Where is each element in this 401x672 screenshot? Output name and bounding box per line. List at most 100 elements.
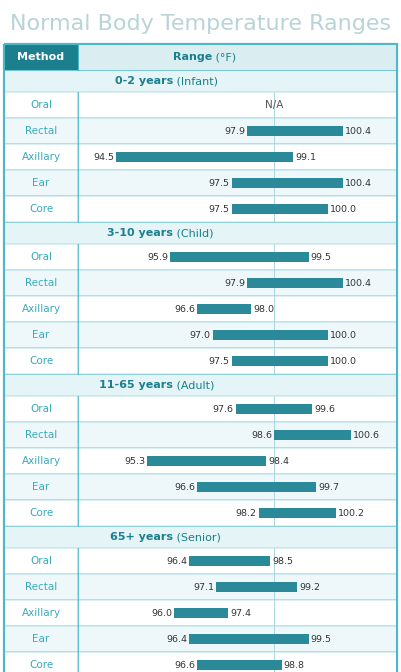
Text: 95.9: 95.9 bbox=[147, 253, 168, 261]
Text: 0-2 years: 0-2 years bbox=[115, 76, 173, 86]
Bar bbox=[4, 196, 78, 222]
Text: Axillary: Axillary bbox=[21, 456, 61, 466]
Text: 97.9: 97.9 bbox=[224, 278, 245, 288]
Text: Core: Core bbox=[29, 508, 53, 518]
Bar bbox=[4, 92, 78, 118]
Text: 11-65 years: 11-65 years bbox=[99, 380, 173, 390]
Text: Rectal: Rectal bbox=[25, 430, 57, 440]
Bar bbox=[197, 304, 251, 314]
Bar bbox=[78, 270, 397, 296]
Bar bbox=[4, 574, 78, 600]
Text: Core: Core bbox=[29, 356, 53, 366]
Bar bbox=[78, 144, 397, 170]
Text: Ear: Ear bbox=[32, 330, 50, 340]
Text: 97.4: 97.4 bbox=[230, 609, 251, 618]
Text: 96.6: 96.6 bbox=[174, 304, 195, 314]
Bar bbox=[217, 581, 297, 593]
Text: 96.0: 96.0 bbox=[151, 609, 172, 618]
Bar bbox=[147, 456, 266, 466]
Text: 94.5: 94.5 bbox=[93, 153, 114, 161]
Bar bbox=[247, 126, 343, 136]
Bar bbox=[4, 374, 397, 396]
Text: 65+ years: 65+ years bbox=[110, 532, 173, 542]
Text: 100.0: 100.0 bbox=[330, 357, 357, 366]
Text: 99.2: 99.2 bbox=[299, 583, 320, 591]
Bar bbox=[189, 634, 309, 644]
Bar bbox=[4, 296, 78, 322]
Bar bbox=[4, 118, 78, 144]
Text: 98.2: 98.2 bbox=[236, 509, 257, 517]
Text: Ear: Ear bbox=[32, 634, 50, 644]
Text: 98.5: 98.5 bbox=[272, 556, 293, 566]
Text: 96.4: 96.4 bbox=[166, 556, 187, 566]
Text: 100.0: 100.0 bbox=[330, 204, 357, 214]
Bar bbox=[232, 177, 343, 188]
Text: Oral: Oral bbox=[30, 252, 52, 262]
Text: Axillary: Axillary bbox=[21, 152, 61, 162]
Bar bbox=[78, 574, 397, 600]
Text: 97.1: 97.1 bbox=[193, 583, 215, 591]
Bar bbox=[78, 322, 397, 348]
Text: Range: Range bbox=[173, 52, 212, 62]
Text: Rectal: Rectal bbox=[25, 278, 57, 288]
Bar bbox=[78, 626, 397, 652]
Bar bbox=[259, 507, 336, 519]
Text: Rectal: Rectal bbox=[25, 126, 57, 136]
Text: 97.9: 97.9 bbox=[224, 126, 245, 136]
Bar bbox=[78, 92, 397, 118]
Text: Oral: Oral bbox=[30, 556, 52, 566]
Text: Ear: Ear bbox=[32, 482, 50, 492]
Text: N/A: N/A bbox=[265, 100, 283, 110]
Text: Normal Body Temperature Ranges: Normal Body Temperature Ranges bbox=[10, 14, 391, 34]
Text: (Child): (Child) bbox=[173, 228, 213, 238]
Bar bbox=[170, 251, 309, 263]
Text: 100.4: 100.4 bbox=[345, 126, 372, 136]
Bar bbox=[213, 329, 328, 341]
Text: Oral: Oral bbox=[30, 404, 52, 414]
Bar bbox=[4, 474, 78, 500]
Bar bbox=[78, 548, 397, 574]
Bar bbox=[4, 548, 78, 574]
Text: 97.0: 97.0 bbox=[190, 331, 211, 339]
Bar bbox=[78, 348, 397, 374]
Bar bbox=[4, 144, 78, 170]
Text: 99.7: 99.7 bbox=[318, 482, 339, 491]
Bar bbox=[4, 600, 78, 626]
Bar bbox=[78, 448, 397, 474]
Text: 99.1: 99.1 bbox=[295, 153, 316, 161]
Bar bbox=[4, 222, 397, 244]
Text: 99.6: 99.6 bbox=[314, 405, 336, 413]
Text: 97.5: 97.5 bbox=[209, 204, 230, 214]
Bar bbox=[4, 70, 397, 92]
Text: 3-10 years: 3-10 years bbox=[107, 228, 173, 238]
Bar bbox=[4, 270, 78, 296]
Bar bbox=[78, 500, 397, 526]
Text: (°F): (°F) bbox=[212, 52, 236, 62]
Bar bbox=[78, 296, 397, 322]
Text: 95.3: 95.3 bbox=[124, 456, 145, 466]
Bar bbox=[247, 278, 343, 288]
Text: Core: Core bbox=[29, 204, 53, 214]
Text: 100.4: 100.4 bbox=[345, 278, 372, 288]
Text: 99.5: 99.5 bbox=[311, 634, 332, 644]
Bar bbox=[78, 44, 397, 70]
Bar bbox=[197, 482, 316, 493]
Bar bbox=[4, 526, 397, 548]
Bar bbox=[232, 204, 328, 214]
Bar bbox=[78, 196, 397, 222]
Text: (Adult): (Adult) bbox=[173, 380, 215, 390]
Text: 99.5: 99.5 bbox=[311, 253, 332, 261]
Bar bbox=[116, 152, 293, 163]
Bar bbox=[78, 244, 397, 270]
Bar bbox=[197, 659, 282, 671]
Text: 98.0: 98.0 bbox=[253, 304, 274, 314]
Bar bbox=[4, 448, 78, 474]
Text: 100.0: 100.0 bbox=[330, 331, 357, 339]
Text: 100.4: 100.4 bbox=[345, 179, 372, 187]
Bar bbox=[4, 244, 78, 270]
Bar bbox=[78, 652, 397, 672]
Bar bbox=[189, 556, 270, 566]
Text: (Senior): (Senior) bbox=[173, 532, 221, 542]
Text: Axillary: Axillary bbox=[21, 608, 61, 618]
Text: (Infant): (Infant) bbox=[173, 76, 218, 86]
